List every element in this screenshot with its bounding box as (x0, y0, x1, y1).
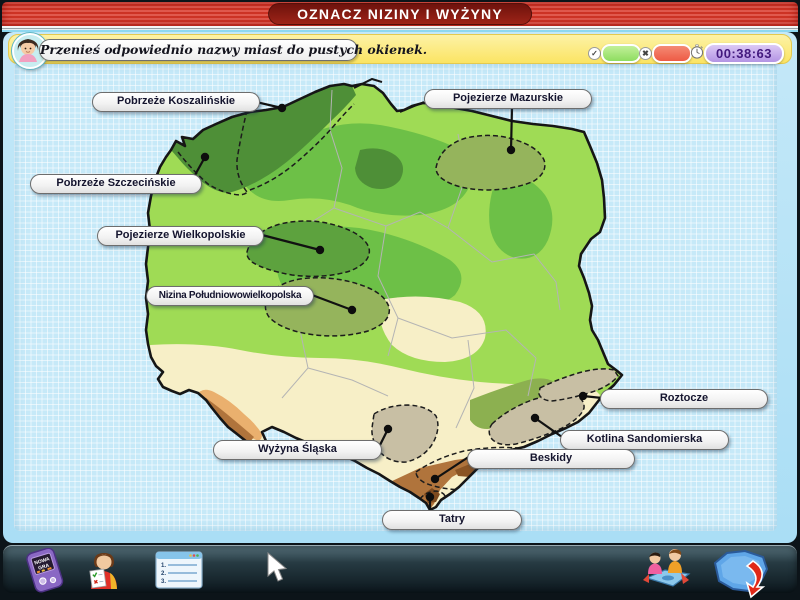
instructions-button[interactable]: 1. 2. 3. (153, 550, 205, 595)
new-game-label-line2: GRA (38, 563, 51, 572)
region-label-tatry[interactable]: Tatry (382, 510, 522, 530)
correct-counter (601, 44, 641, 63)
region-label-kotlina-sandomierska[interactable]: Kotlina Sandomierska (560, 430, 729, 450)
correct-icon: ✓ (588, 47, 601, 60)
instruction-bar: Przenieś odpowiednio nazwy miast do pust… (8, 33, 792, 69)
region-label-beskidy[interactable]: Beskidy (467, 449, 635, 469)
list-number-2: 2. (161, 571, 166, 577)
results-button[interactable] (83, 549, 125, 596)
region-label-roztocze[interactable]: Roztocze (600, 389, 768, 409)
play-with-map-button[interactable] (639, 546, 697, 597)
region-label-pojezierze-wielkopolskie[interactable]: Pojezierze Wielkopolskie (97, 226, 264, 246)
separator (2, 26, 798, 32)
girl-avatar-icon (17, 39, 39, 62)
stopwatch-icon (690, 44, 704, 59)
list-number-1: 1. (161, 563, 166, 569)
new-game-button[interactable]: NOWA GRA (20, 547, 70, 599)
exit-button[interactable] (703, 547, 777, 600)
region-label-pobrzeze-koszalinskie[interactable]: Pobrzeże Koszalińskie (92, 92, 260, 112)
instruction-text: Przenieś odpowiednio nazwy miast do pust… (39, 39, 427, 61)
region-label-nizina-poludniowowielkopolska[interactable]: Nizina Południowowielkopolska (146, 286, 314, 306)
page-title: OZNACZ NIZINY I WYŻYNY (268, 3, 532, 25)
mouse-cursor (265, 551, 289, 589)
map-canvas (14, 63, 777, 531)
wrong-counter (652, 44, 692, 63)
timer: 00:38:63 (704, 43, 784, 64)
region-label-wyzyna-slaska[interactable]: Wyżyna Śląska (213, 440, 382, 460)
wrong-icon: ✖ (639, 47, 652, 60)
region-label-pojezierze-mazurskie[interactable]: Pojezierze Mazurskie (424, 89, 592, 109)
region-label-pobrzeze-szczecinskie[interactable]: Pobrzeże Szczecińskie (30, 174, 202, 194)
list-number-3: 3. (161, 579, 166, 585)
new-game-label-line1: NOWA (34, 556, 51, 566)
title-bar: OZNACZ NIZINY I WYŻYNY (2, 2, 798, 26)
toolbar: NOWA GRA (3, 545, 797, 599)
